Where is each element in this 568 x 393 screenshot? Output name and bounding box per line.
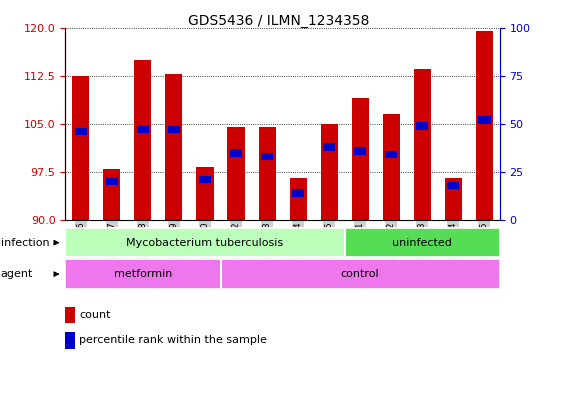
Bar bbox=[414, 69, 431, 220]
Text: GDS5436 / ILMN_1234358: GDS5436 / ILMN_1234358 bbox=[187, 14, 369, 28]
Text: Mycobacterium tuberculosis: Mycobacterium tuberculosis bbox=[127, 238, 283, 248]
Bar bbox=[65, 228, 345, 257]
Bar bbox=[261, 152, 273, 160]
Bar bbox=[385, 151, 398, 158]
Bar bbox=[72, 76, 89, 220]
Bar bbox=[476, 31, 493, 220]
Bar bbox=[106, 178, 118, 185]
Bar bbox=[65, 259, 220, 289]
Bar bbox=[292, 189, 304, 197]
Bar bbox=[103, 169, 120, 220]
Text: count: count bbox=[79, 310, 111, 320]
Bar bbox=[345, 228, 500, 257]
Bar bbox=[168, 126, 180, 134]
Bar bbox=[445, 178, 462, 220]
Bar bbox=[65, 307, 75, 323]
Bar bbox=[137, 126, 149, 134]
Text: control: control bbox=[341, 269, 379, 279]
Text: agent: agent bbox=[1, 269, 33, 279]
Bar bbox=[220, 259, 500, 289]
Bar bbox=[290, 178, 307, 220]
Bar bbox=[197, 167, 214, 220]
Bar bbox=[65, 332, 75, 349]
Bar bbox=[383, 114, 400, 220]
Text: percentile rank within the sample: percentile rank within the sample bbox=[79, 335, 267, 345]
Text: infection: infection bbox=[1, 238, 49, 248]
Bar bbox=[228, 127, 245, 220]
Bar bbox=[165, 74, 182, 220]
Bar bbox=[447, 182, 460, 189]
Bar bbox=[352, 98, 369, 220]
Bar bbox=[230, 149, 242, 156]
Text: uninfected: uninfected bbox=[392, 238, 452, 248]
Bar bbox=[320, 124, 337, 220]
Text: metformin: metformin bbox=[114, 269, 172, 279]
Bar bbox=[478, 116, 491, 124]
Bar bbox=[135, 60, 152, 220]
Bar bbox=[354, 147, 366, 154]
Bar bbox=[74, 128, 87, 135]
Bar bbox=[323, 143, 335, 151]
Bar bbox=[199, 176, 211, 184]
Bar bbox=[416, 122, 428, 130]
Bar bbox=[258, 127, 275, 220]
